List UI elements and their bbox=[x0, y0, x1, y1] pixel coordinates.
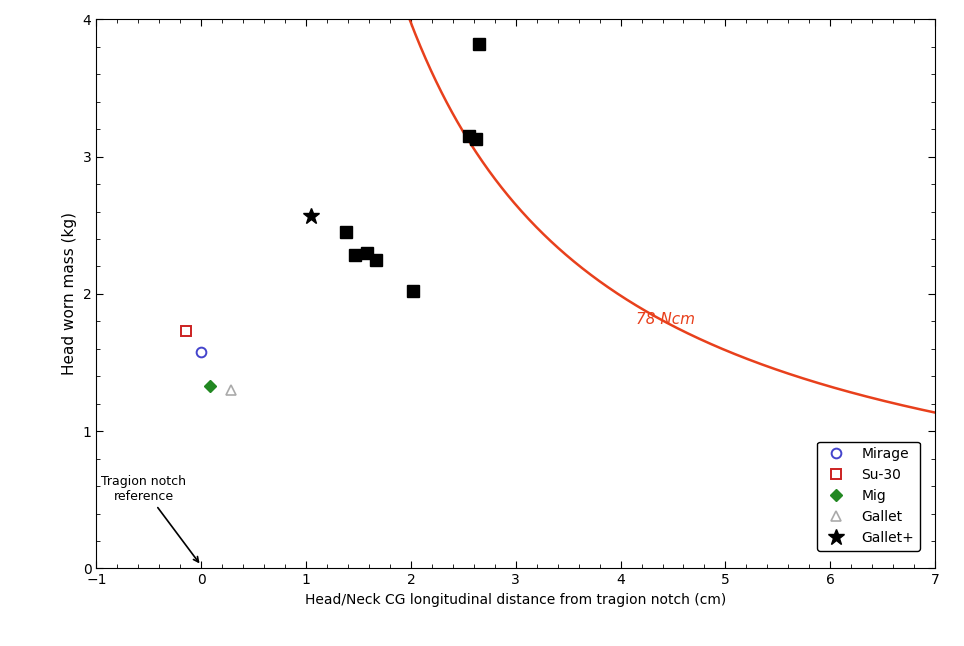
Text: Tragion notch
reference: Tragion notch reference bbox=[101, 475, 199, 562]
Y-axis label: Head worn mass (kg): Head worn mass (kg) bbox=[62, 213, 77, 375]
X-axis label: Head/Neck CG longitudinal distance from tragion notch (cm): Head/Neck CG longitudinal distance from … bbox=[306, 593, 726, 607]
Text: 78 Ncm: 78 Ncm bbox=[636, 312, 695, 327]
Legend: Mirage, Su-30, Mig, Gallet, Gallet+: Mirage, Su-30, Mig, Gallet, Gallet+ bbox=[817, 442, 920, 550]
